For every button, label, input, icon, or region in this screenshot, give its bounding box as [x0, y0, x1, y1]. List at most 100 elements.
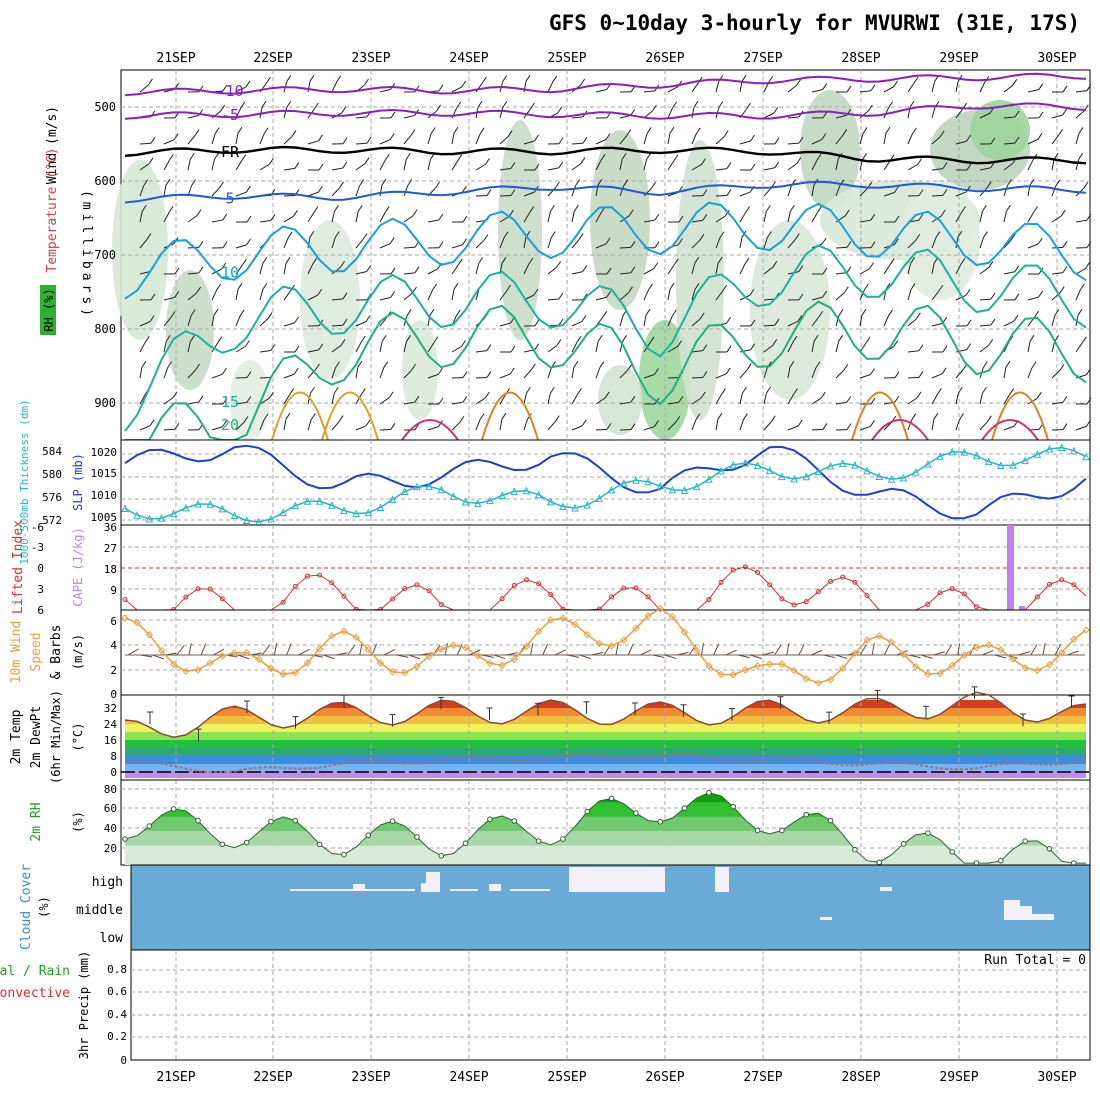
- pressure-tick: 600: [94, 174, 116, 188]
- wind-unit: (m/s): [71, 634, 85, 670]
- rh-tick: 80: [104, 783, 117, 796]
- rh-marker: [682, 806, 687, 811]
- wind-barb: [836, 247, 847, 248]
- rh-marker: [269, 819, 274, 824]
- bottom-date-label: 21SEP: [156, 1070, 195, 1085]
- top-date-label: 25SEP: [547, 51, 586, 66]
- temp-label-line3: (6hr Min/Max): [49, 690, 63, 784]
- rh-marker: [780, 828, 785, 833]
- cloud-high-bar: [510, 889, 550, 891]
- isotherm-label: 10: [221, 264, 239, 282]
- thickness-tick: 580: [42, 468, 62, 481]
- rh-marker: [196, 818, 201, 823]
- rh-marker: [755, 828, 760, 833]
- li-tick: 0: [37, 562, 44, 575]
- thickness-ticks: 572 576 580 584: [42, 445, 62, 527]
- cloud-high-bar: [353, 884, 365, 891]
- wind-tick: 0: [110, 688, 117, 701]
- rh-shade-blob: [402, 320, 438, 420]
- rh-marker: [926, 831, 931, 836]
- chart-title: GFS 0~10day 3-hourly for MVURWI (31E, 17…: [549, 11, 1080, 35]
- temp-tick: 8: [110, 750, 117, 763]
- rh-marker: [901, 842, 906, 847]
- top-date-label: 21SEP: [156, 51, 195, 66]
- precip-tick: 0: [120, 1054, 127, 1067]
- rh-marker: [609, 796, 614, 801]
- cloud-level-low: low: [100, 931, 124, 946]
- rh-marker: [293, 818, 298, 823]
- surface-wind-panel: 0 2 4 6 10m Wind Speed & Barbs (m/s): [9, 606, 1090, 701]
- rh-marker: [804, 812, 809, 817]
- bottom-date-label: 25SEP: [547, 1070, 586, 1085]
- rh-marker: [536, 839, 541, 844]
- bottom-date-label: 23SEP: [351, 1070, 390, 1085]
- wind-ticks: 0 2 4 6: [110, 615, 117, 701]
- cloud-middle-bar: [1032, 914, 1054, 920]
- top-date-label: 23SEP: [351, 51, 390, 66]
- thickness-tick: 576: [42, 491, 62, 504]
- rh-unit: (%): [71, 811, 85, 833]
- bottom-date-label: 24SEP: [449, 1070, 488, 1085]
- rh-marker: [463, 841, 468, 846]
- wind-barb: [692, 377, 703, 378]
- rh-marker: [828, 818, 833, 823]
- cloud-middle-bar: [820, 917, 832, 920]
- temp-band: [125, 724, 1086, 732]
- rh-marker: [561, 837, 566, 842]
- cape-tick: 36: [104, 521, 117, 534]
- rh-marker: [950, 850, 955, 855]
- cape-tick: 27: [104, 542, 117, 555]
- rh-marker: [415, 835, 420, 840]
- rh-marker: [585, 809, 590, 814]
- temp-tick: 24: [104, 718, 118, 731]
- cloud-middle-bar: [1020, 906, 1032, 920]
- pressure-tick: 800: [94, 322, 116, 336]
- pressure-tick: 900: [94, 396, 116, 410]
- rh-shade-blob: [598, 365, 642, 435]
- rh-marker: [488, 817, 493, 822]
- cape-tick: 18: [104, 563, 117, 576]
- precip-label-total: Total / Rain: [0, 964, 70, 979]
- top-date-label: 28SEP: [841, 51, 880, 66]
- rh-marker: [366, 833, 371, 838]
- temp-label-line1: 2m Temp: [9, 709, 24, 764]
- temp-band: [125, 740, 1086, 748]
- li-tick: 6: [37, 604, 44, 617]
- bottom-date-label: 27SEP: [743, 1070, 782, 1085]
- thickness-tick: 584: [42, 445, 62, 458]
- temp-unit: (°C): [71, 723, 85, 752]
- rh-marker: [512, 819, 517, 824]
- cloud-high-bar: [426, 872, 440, 892]
- cloud-high-bar: [290, 889, 415, 891]
- wind-label-line3: & Barbs: [49, 625, 64, 680]
- temp-tick: 32: [104, 702, 117, 715]
- precip-ticks: 0 0.2 0.4 0.6 0.8: [107, 963, 127, 1067]
- wind-barb: [812, 429, 823, 430]
- bottom-date-label: 26SEP: [645, 1070, 684, 1085]
- isotherm-label: -5: [221, 106, 239, 124]
- cloud-high-bar: [450, 889, 478, 891]
- rh-shade-blob: [750, 220, 830, 400]
- rh-marker: [342, 852, 347, 857]
- cape-bar: [1007, 525, 1014, 610]
- upper-axis-label: (millibars): [79, 190, 94, 320]
- rh-tick: 20: [104, 842, 117, 855]
- cloud-cover-panel: high middle low Cloud Cover (%): [19, 864, 1090, 950]
- wind-barb: [596, 429, 607, 430]
- surface-temp-panel: 0 8 16 24 32 2m Temp 2m DewPt (6hr Min/M…: [9, 687, 1090, 784]
- cloud-high-bar: [569, 867, 665, 892]
- wind-tick: 2: [110, 664, 117, 677]
- precip-tick: 0.8: [107, 963, 127, 976]
- precip-tick: 0.4: [107, 1008, 127, 1021]
- rh-tick: 60: [104, 802, 117, 815]
- isotherm-label: FR: [221, 143, 240, 161]
- top-date-label: 29SEP: [939, 51, 978, 66]
- rh-marker: [317, 842, 322, 847]
- temp-band: [125, 772, 1086, 778]
- cloud-high-bar: [715, 867, 729, 892]
- rh-marker: [1047, 846, 1052, 851]
- rh-marker: [147, 824, 152, 829]
